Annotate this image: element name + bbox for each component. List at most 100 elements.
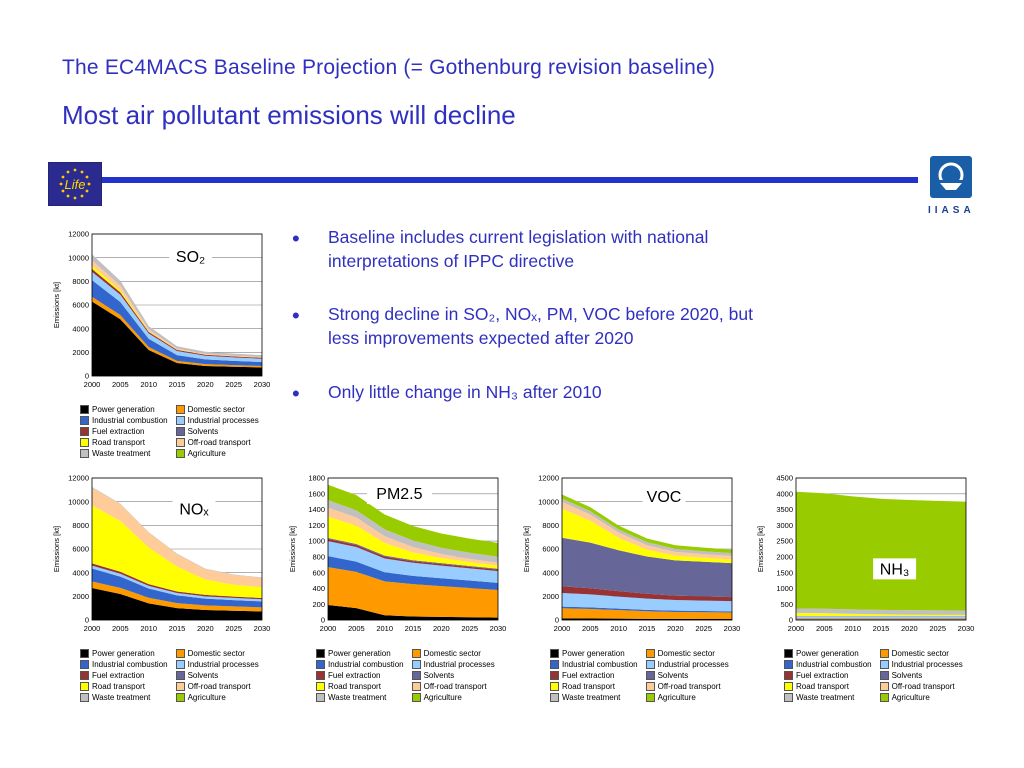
svg-text:1000: 1000 (308, 537, 325, 546)
svg-text:0: 0 (789, 616, 793, 625)
legend-swatch (175, 416, 185, 425)
legend-swatch (645, 693, 655, 702)
svg-text:4000: 4000 (72, 324, 89, 333)
legend-label: Road transport (328, 682, 381, 691)
svg-text:Emissions [kt]: Emissions [kt] (288, 526, 297, 572)
legend-item: Off-road transport (175, 682, 259, 691)
legend-item: Road transport (550, 682, 638, 691)
legend-item: Waste treatment (80, 449, 168, 458)
svg-text:800: 800 (312, 552, 325, 561)
legend-item: Industrial processes (879, 660, 963, 669)
legend-swatch (175, 438, 185, 447)
divider-line (62, 177, 918, 183)
svg-text:2010: 2010 (610, 624, 627, 633)
legend-swatch (80, 405, 89, 414)
legend-swatch (550, 693, 559, 702)
legend-item: Industrial combustion (550, 660, 638, 669)
svg-text:12000: 12000 (538, 474, 559, 483)
legend-item: Road transport (784, 682, 872, 691)
svg-text:1200: 1200 (308, 521, 325, 530)
legend-label: Fuel extraction (562, 671, 615, 680)
svg-text:2000: 2000 (788, 624, 805, 633)
legend-item: Power generation (784, 649, 872, 658)
bullet-item-1: Baseline includes current legislation wi… (292, 224, 770, 273)
legend-swatch (80, 416, 89, 425)
svg-text:2010: 2010 (140, 380, 157, 389)
legend-swatch (175, 660, 185, 669)
legend-swatch (784, 660, 793, 669)
legend-label: Industrial processes (423, 660, 495, 669)
legend-label: Industrial processes (187, 660, 259, 669)
svg-text:2020: 2020 (667, 624, 684, 633)
legend-label: Power generation (562, 649, 625, 658)
legend-label: Solvents (187, 671, 219, 680)
legend-swatch (411, 649, 421, 658)
legend-label: Solvents (423, 671, 455, 680)
legend-label: Solvents (657, 671, 689, 680)
svg-text:2010: 2010 (140, 624, 157, 633)
legend-item: Agriculture (879, 693, 963, 702)
legend-label: Industrial combustion (796, 660, 872, 669)
legend-swatch (784, 671, 793, 680)
legend-swatch (879, 660, 889, 669)
svg-text:400: 400 (312, 584, 325, 593)
legend-label: Fuel extraction (92, 671, 145, 680)
legend-label: Solvents (891, 671, 923, 680)
legend-item: Industrial combustion (316, 660, 404, 669)
svg-text:2025: 2025 (461, 624, 478, 633)
svg-text:1800: 1800 (308, 474, 325, 483)
legend-item: Power generation (80, 649, 168, 658)
legend-item: Solvents (879, 671, 963, 680)
legend-swatch (411, 682, 421, 691)
legend-label: Waste treatment (796, 693, 855, 702)
legend-label: Road transport (562, 682, 615, 691)
legend-item: Solvents (175, 671, 259, 680)
svg-text:2015: 2015 (169, 624, 186, 633)
legend-label: Road transport (796, 682, 849, 691)
legend-item: Solvents (175, 427, 259, 436)
legend-swatch (175, 405, 185, 414)
legend-swatch (645, 682, 655, 691)
svg-text:SO₂: SO₂ (176, 249, 205, 266)
legend-item: Power generation (80, 405, 168, 414)
svg-text:2000: 2000 (320, 624, 337, 633)
legend-item: Waste treatment (80, 693, 168, 702)
svg-text:2005: 2005 (582, 624, 599, 633)
svg-text:2500: 2500 (776, 537, 793, 546)
legend-label: Power generation (796, 649, 859, 658)
bullet-list: Baseline includes current legislation wi… (292, 224, 770, 434)
legend-swatch (80, 682, 89, 691)
bullet-item-2: Strong decline in SO₂, NOₓ, PM, VOC befo… (292, 301, 770, 350)
chart-nox: 0 2000 4000 6000 8000 10000 12000 2000 2005 2010 2… (52, 470, 278, 702)
svg-text:1000: 1000 (776, 584, 793, 593)
legend-item: Domestic sector (411, 649, 495, 658)
svg-text:2005: 2005 (112, 624, 129, 633)
chart-plot: 0 500 1000 1500 2000 2500 3000 3500 4000 4500 2000… (756, 474, 974, 633)
legend-item: Domestic sector (879, 649, 963, 658)
legend-swatch (175, 649, 185, 658)
legend-swatch (175, 427, 185, 436)
svg-text:2010: 2010 (376, 624, 393, 633)
legend-swatch (550, 649, 559, 658)
legend-swatch (879, 682, 889, 691)
legend-label: Off-road transport (187, 438, 251, 447)
legend-label: Industrial processes (187, 416, 259, 425)
legend-label: Power generation (92, 405, 155, 414)
legend-item: Agriculture (645, 693, 729, 702)
iiasa-label: IIASA (928, 205, 975, 216)
legend-label: Industrial processes (891, 660, 963, 669)
legend-swatch (316, 671, 325, 680)
legend-item: Industrial processes (175, 660, 259, 669)
legend-item: Road transport (316, 682, 404, 691)
iiasa-icon (930, 156, 972, 198)
legend-item: Solvents (411, 671, 495, 680)
svg-text:600: 600 (312, 568, 325, 577)
legend-item: Off-road transport (879, 682, 963, 691)
svg-text:2000: 2000 (776, 552, 793, 561)
legend-label: Waste treatment (328, 693, 387, 702)
svg-text:2000: 2000 (84, 624, 101, 633)
legend-label: Industrial processes (657, 660, 729, 669)
legend-swatch (316, 682, 325, 691)
